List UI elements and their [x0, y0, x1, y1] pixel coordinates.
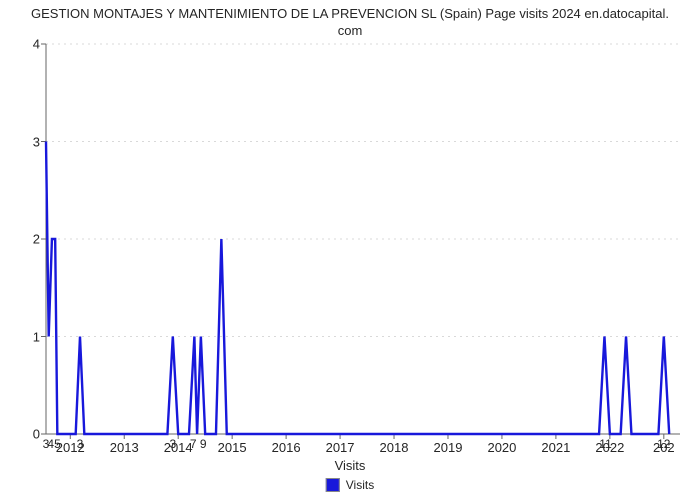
x-tick-label: 2019: [434, 440, 463, 455]
legend: Visits: [326, 478, 374, 492]
x-tick-label: 2018: [380, 440, 409, 455]
x-axis-title: Visits: [335, 458, 366, 473]
point-label: 45: [47, 437, 60, 451]
chart-title: GESTION MONTAJES Y MANTENIMIENTO DE LA P…: [0, 0, 700, 40]
x-tick-label: 2020: [487, 440, 516, 455]
title-line-1: GESTION MONTAJES Y MANTENIMIENTO DE LA P…: [31, 6, 669, 21]
x-tick-label: 2014: [164, 440, 193, 455]
x-tick-label: 2015: [218, 440, 247, 455]
legend-label: Visits: [346, 478, 374, 492]
title-line-2: com: [338, 23, 363, 38]
point-label: 3: [77, 437, 84, 451]
y-tick-label: 3: [6, 134, 40, 149]
legend-swatch: [326, 478, 340, 492]
y-tick-label: 4: [6, 37, 40, 52]
y-tick-label: 2: [6, 232, 40, 247]
point-label: 12: [657, 437, 670, 451]
plot-area: [46, 44, 680, 434]
point-label: 3: [169, 437, 176, 451]
y-tick-label: 1: [6, 329, 40, 344]
point-label: 7 9: [190, 437, 207, 451]
y-tick-label: 0: [6, 427, 40, 442]
x-tick-label: 2017: [326, 440, 355, 455]
point-label: 11: [599, 437, 611, 451]
x-tick-label: 2016: [272, 440, 301, 455]
x-tick-label: 2021: [541, 440, 570, 455]
x-tick-label: 2013: [110, 440, 139, 455]
chart-svg: [46, 44, 680, 434]
